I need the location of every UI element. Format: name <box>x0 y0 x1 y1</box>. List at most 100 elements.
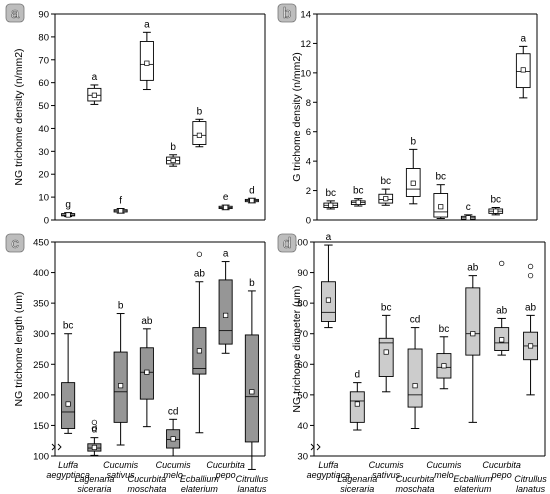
y-tick-label: 100 <box>292 238 308 249</box>
y-tick-label: 70 <box>38 55 49 66</box>
x-label-line1: Cucumis <box>426 460 462 470</box>
mean-marker <box>465 215 471 221</box>
y-axis-title: NG trichome diameter (um) <box>291 285 303 412</box>
mean-marker <box>325 297 331 303</box>
significance-letter: b <box>170 142 176 153</box>
box-7: ab <box>523 263 539 396</box>
x-label-line2: sativus <box>372 470 401 480</box>
box-5: ab <box>465 263 481 423</box>
mean-marker <box>65 212 71 218</box>
x-label-line1: Ecballium <box>180 474 220 484</box>
y-tick-label: 2 <box>306 186 311 197</box>
mean-marker <box>470 331 476 337</box>
significance-letter: c <box>466 202 471 213</box>
y-axis-title: NG trichome length (um) <box>13 292 25 407</box>
x-label-line1: Luffa <box>318 460 338 470</box>
mean-marker <box>196 132 202 138</box>
mean-marker <box>91 444 97 450</box>
box-6: ab <box>494 260 510 356</box>
mean-marker <box>118 383 124 389</box>
y-tick-label: 300 <box>33 329 49 340</box>
significance-letter: d <box>355 370 361 381</box>
y-tick-label: 80 <box>297 299 308 310</box>
significance-letter: cd <box>168 406 179 417</box>
mean-marker <box>170 436 176 442</box>
box-0: a <box>320 232 336 329</box>
y-tick-label: 250 <box>33 360 49 371</box>
box-6: a <box>218 249 233 354</box>
box-5: b <box>192 106 207 148</box>
x-label-line2: melo <box>163 470 183 480</box>
y-tick-label: 60 <box>297 360 308 371</box>
box-7: d <box>244 185 259 204</box>
panel-badge <box>277 3 297 23</box>
significance-letter: bc <box>381 302 392 313</box>
x-label-line2: aegyptiaca <box>46 470 90 480</box>
box-2: bc <box>378 302 394 393</box>
y-tick-label: 90 <box>297 268 308 279</box>
y-tick-label: 6 <box>306 127 311 138</box>
box-1: d <box>349 370 365 431</box>
significance-letter: ab <box>194 269 206 280</box>
y-tick-label: 30 <box>38 147 49 158</box>
panel-badge-label: b <box>283 5 291 22</box>
mean-marker <box>412 383 418 389</box>
x-label-line1: Lagenaria <box>74 474 114 484</box>
box-1: a <box>87 72 102 105</box>
y-tick-label: 70 <box>297 329 308 340</box>
mean-marker <box>249 389 255 395</box>
mean-marker <box>170 157 176 164</box>
box-0: g <box>61 200 76 218</box>
significance-letter: ab <box>525 302 537 313</box>
y-tick-label: 40 <box>38 124 49 135</box>
x-label-line1: Lagenaria <box>337 474 377 484</box>
box-4: b <box>166 142 181 167</box>
significance-letter: a <box>326 232 332 243</box>
box-body <box>244 334 259 443</box>
mean-marker <box>410 180 416 186</box>
mean-marker <box>383 196 389 202</box>
x-label-line1: Cucurbita <box>206 460 245 470</box>
y-tick-label: 200 <box>33 390 49 401</box>
significance-letter: e <box>223 192 229 203</box>
significance-letter: bc <box>439 324 450 335</box>
y-tick-label: 10 <box>300 68 311 79</box>
x-label-line1: Cucumis <box>156 460 192 470</box>
x-label-line2: elaterium <box>454 484 492 494</box>
mean-marker <box>528 343 534 349</box>
significance-letter: f <box>119 196 122 207</box>
mean-marker <box>249 197 255 204</box>
box-6: bc <box>488 194 504 216</box>
mean-marker <box>144 369 150 375</box>
x-label-line2: melo <box>434 470 454 480</box>
significance-letter: a <box>223 249 229 260</box>
x-label-line1: Cucurbita <box>128 474 167 484</box>
significance-letter: a <box>144 19 150 30</box>
box-5: ab <box>192 251 207 434</box>
y-tick-label: 40 <box>297 421 308 432</box>
box-0: bc <box>61 321 76 434</box>
box-0: bc <box>323 188 339 210</box>
mean-marker <box>355 199 361 205</box>
significance-letter: a <box>92 72 98 83</box>
mean-marker <box>499 337 505 343</box>
box-4: bc <box>433 172 449 220</box>
box-2: b <box>113 301 128 446</box>
significance-letter: b <box>118 301 124 312</box>
panel-badge-label: d <box>283 235 291 252</box>
box-6: e <box>218 192 233 211</box>
y-tick-label: 450 <box>33 238 49 249</box>
y-tick-label: 350 <box>33 299 49 310</box>
mean-marker <box>196 348 202 354</box>
significance-letter: b <box>249 278 255 289</box>
y-tick-label: 50 <box>38 101 49 112</box>
x-label-line1: Ecballium <box>453 474 493 484</box>
box-4: cd <box>166 406 181 457</box>
y-tick-label: 80 <box>38 32 49 43</box>
x-label-line2: sativus <box>107 470 136 480</box>
x-label-line2: moschata <box>396 484 435 494</box>
mean-marker <box>144 60 150 66</box>
mean-marker <box>91 92 97 98</box>
significance-letter: ab <box>496 305 508 316</box>
